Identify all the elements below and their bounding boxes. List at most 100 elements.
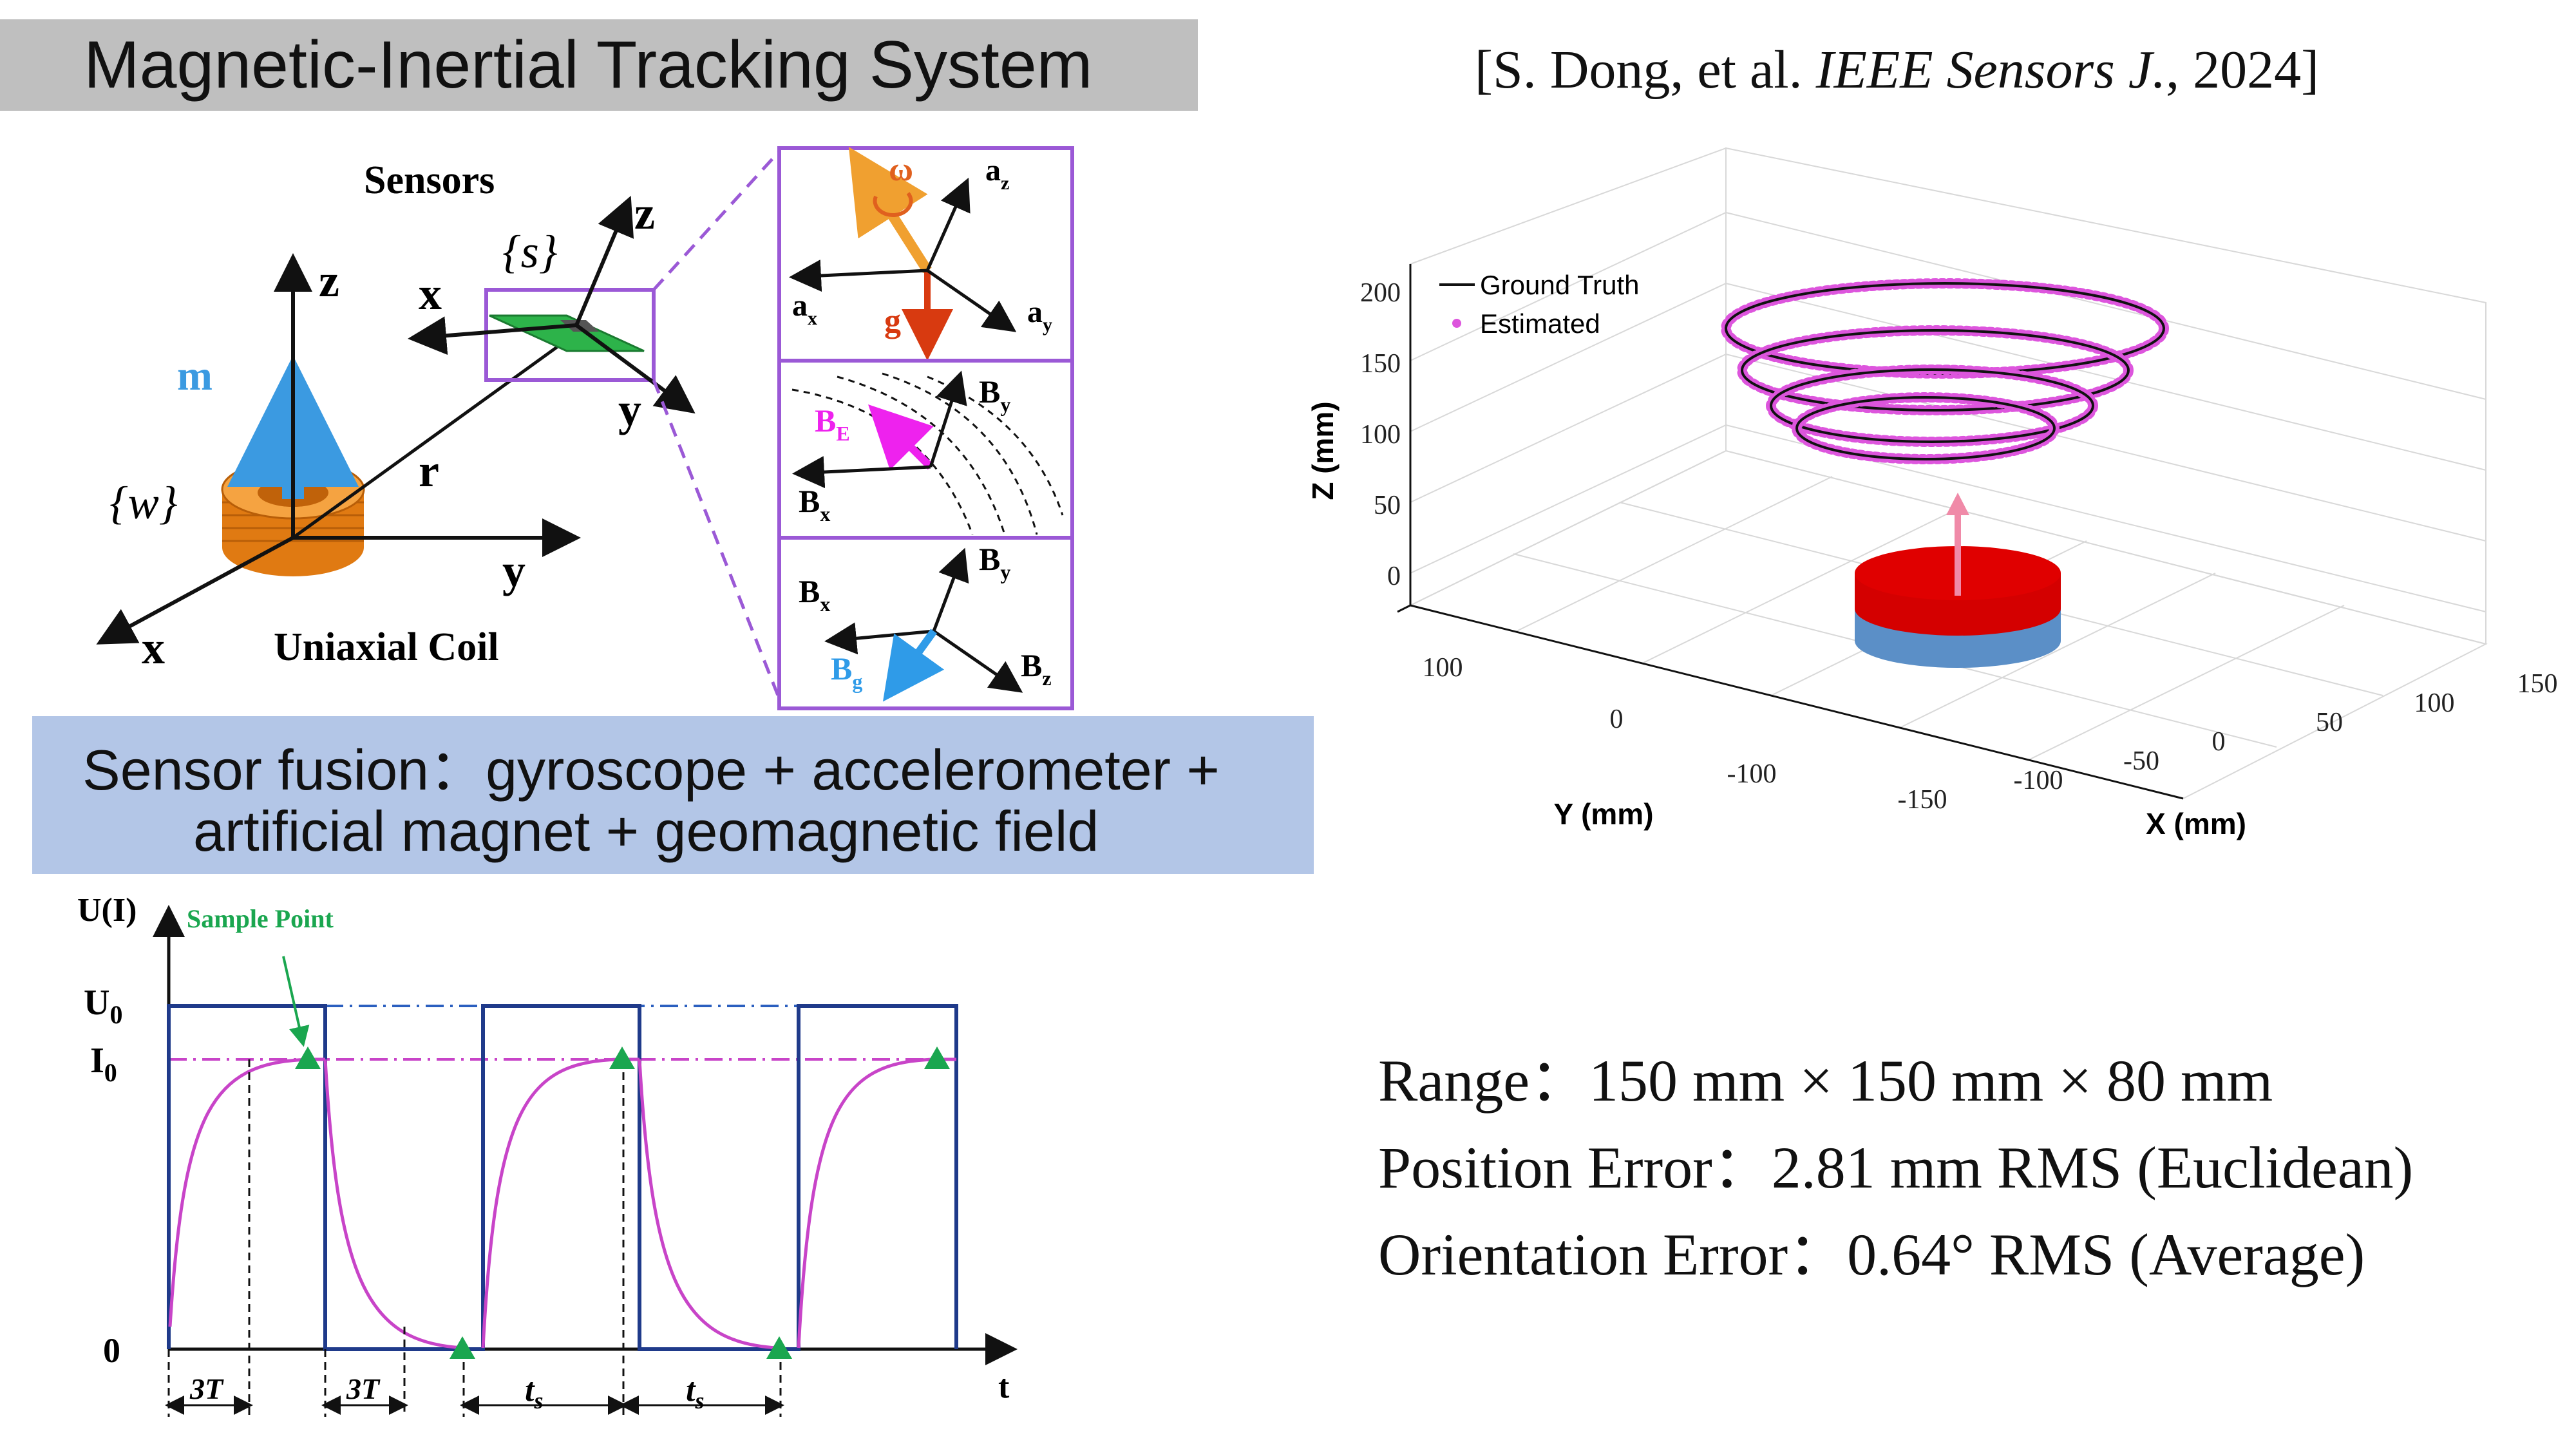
zero-label: 0 <box>103 1331 120 1370</box>
svg-text:0: 0 <box>1387 562 1401 591</box>
svg-text:50: 50 <box>2316 708 2343 737</box>
world-z-label: z <box>319 255 339 307</box>
omega-label: ω <box>889 151 913 188</box>
u0-label: U0 <box>84 983 122 1029</box>
svg-text:-150: -150 <box>1898 785 1947 815</box>
sample-marker <box>609 1046 635 1069</box>
bx-label: Bx <box>799 483 830 526</box>
range-metric: Range：150 mm × 150 mm × 80 mm <box>1378 1048 2273 1113</box>
svg-text:-100: -100 <box>1727 759 1777 789</box>
legend-estimated-swatch <box>1452 319 1461 328</box>
sensor-frame-label: {s} <box>502 226 558 278</box>
fusion-line-1: Sensor fusion：gyroscope + accelerometer … <box>82 738 1220 802</box>
current-decay-1 <box>323 1059 464 1350</box>
y-ticks: 100 0 -100 <box>1423 653 1777 789</box>
g-label: g <box>884 303 901 339</box>
sensor-highlight-box <box>484 288 656 382</box>
inset-magnetic-field: BE By Bx <box>777 359 1074 540</box>
sample-marker <box>766 1336 792 1359</box>
z-axis-label: Z (mm) <box>1306 401 1340 500</box>
interval-3t-label: 3T <box>346 1372 381 1405</box>
svg-text:0: 0 <box>1610 705 1624 734</box>
plot-grid <box>1408 147 2488 800</box>
svg-text:50: 50 <box>1374 491 1401 520</box>
inset-gyro-accelerometer: ω g az ax ay <box>777 146 1074 363</box>
sensor-z-axis <box>574 195 634 327</box>
current-rise-1 <box>168 1057 325 1327</box>
sample-point-pointer <box>282 956 310 1047</box>
z-ticks: 200 150 100 50 0 <box>1360 278 1401 591</box>
svg-text:150: 150 <box>1360 349 1401 379</box>
svg-text:100: 100 <box>2414 688 2455 718</box>
current-rise-3 <box>797 1057 956 1349</box>
sensor-x-axis <box>408 316 577 355</box>
sensor-y-label: y <box>618 384 641 435</box>
waveform-diagram: Sample Point U(I) t U0 I0 0 3T 3T ts ts <box>77 892 1018 1417</box>
ay-label: ay <box>1027 295 1052 336</box>
coil-label: Uniaxial Coil <box>274 625 499 669</box>
geo-bg-label: Bg <box>831 650 862 693</box>
ground-truth-trajectory <box>1795 396 2056 460</box>
voltage-square-wave <box>167 1004 958 1351</box>
legend-ground-truth: Ground Truth <box>1480 270 1639 300</box>
geo-bz-label: Bz <box>1021 647 1052 690</box>
current-decay-2 <box>638 1059 779 1350</box>
sensor-board <box>489 314 645 352</box>
title-banner <box>0 19 1198 111</box>
current-rise-2 <box>481 1057 639 1349</box>
svg-text:-50: -50 <box>2123 746 2159 776</box>
plot-axes <box>1397 264 2184 800</box>
interval-ts-label: ts <box>525 1372 543 1414</box>
svg-text:200: 200 <box>1360 278 1401 308</box>
y-axis-label: Y (mm) <box>1553 797 1653 831</box>
citation-prefix: [S. Dong, et al. <box>1475 40 1816 100</box>
position-vector <box>292 327 584 540</box>
distance-label: r <box>419 445 439 497</box>
moment-label: m <box>177 352 213 399</box>
zoom-line-bottom <box>652 379 781 699</box>
interval-3t-label: 3T <box>189 1372 224 1405</box>
sample-point-label: Sample Point <box>187 904 334 933</box>
citation-journal: IEEE Sensors J. <box>1815 40 2166 100</box>
zoom-line-top <box>652 150 781 291</box>
svg-text:100: 100 <box>1423 653 1463 683</box>
az-label: az <box>985 153 1009 194</box>
world-x-label: x <box>142 622 165 674</box>
svg-text:-100: -100 <box>2014 766 2063 795</box>
svg-text:150: 150 <box>2517 669 2558 699</box>
bg-arrow <box>882 629 945 702</box>
sensors-label: Sensors <box>364 158 495 202</box>
sensor-y-axis <box>575 323 696 414</box>
orientation-error-metric: Orientation Error：0.64° RMS (Average) <box>1378 1222 2365 1287</box>
fusion-banner <box>32 716 1314 874</box>
trajectory <box>1721 278 2169 464</box>
waveform-x-label: t <box>998 1368 1010 1405</box>
inset-geomagnetic: Bx By Bz Bg <box>777 536 1074 710</box>
sample-marker <box>450 1336 475 1359</box>
setup-diagram: Sensors {s} {w} m r Uniaxial Coil z y x … <box>96 146 1074 710</box>
fusion-line-2: artificial magnet + geomagnetic field <box>193 799 1099 863</box>
page-title: Magnetic-Inertial Tracking System <box>84 28 1093 102</box>
ground-truth-trajectory <box>1770 368 2094 443</box>
sample-marker <box>295 1046 321 1069</box>
trajectory-3d-plot: 200 150 100 50 0 Z (mm) 100 0 -100 Y (mm… <box>1306 147 2558 840</box>
svg-text:100: 100 <box>1360 420 1401 450</box>
i0-label: I0 <box>90 1041 117 1087</box>
sensor-z-label: z <box>634 187 655 239</box>
ground-truth-trajectory <box>1741 329 2130 412</box>
x-axis-label: X (mm) <box>2146 807 2246 840</box>
geo-by-label: By <box>979 541 1010 583</box>
geo-bx-label: Bx <box>799 573 830 616</box>
world-x-axis <box>96 536 294 645</box>
citation: [S. Dong, et al. IEEE Sensors J., 2024] <box>1475 39 2319 101</box>
magnet-cylinder <box>1855 493 2061 668</box>
svg-text:0: 0 <box>2212 727 2226 757</box>
omega-arrow <box>848 147 932 274</box>
citation-suffix: , 2024] <box>2166 40 2320 100</box>
interval-ts-label: ts <box>686 1372 704 1414</box>
sensor-x-label: x <box>419 268 442 319</box>
world-y-label: y <box>502 545 526 596</box>
by-label: By <box>979 374 1010 416</box>
plot-legend: Ground Truth Estimated <box>1439 270 1639 339</box>
legend-estimated: Estimated <box>1480 308 1600 339</box>
